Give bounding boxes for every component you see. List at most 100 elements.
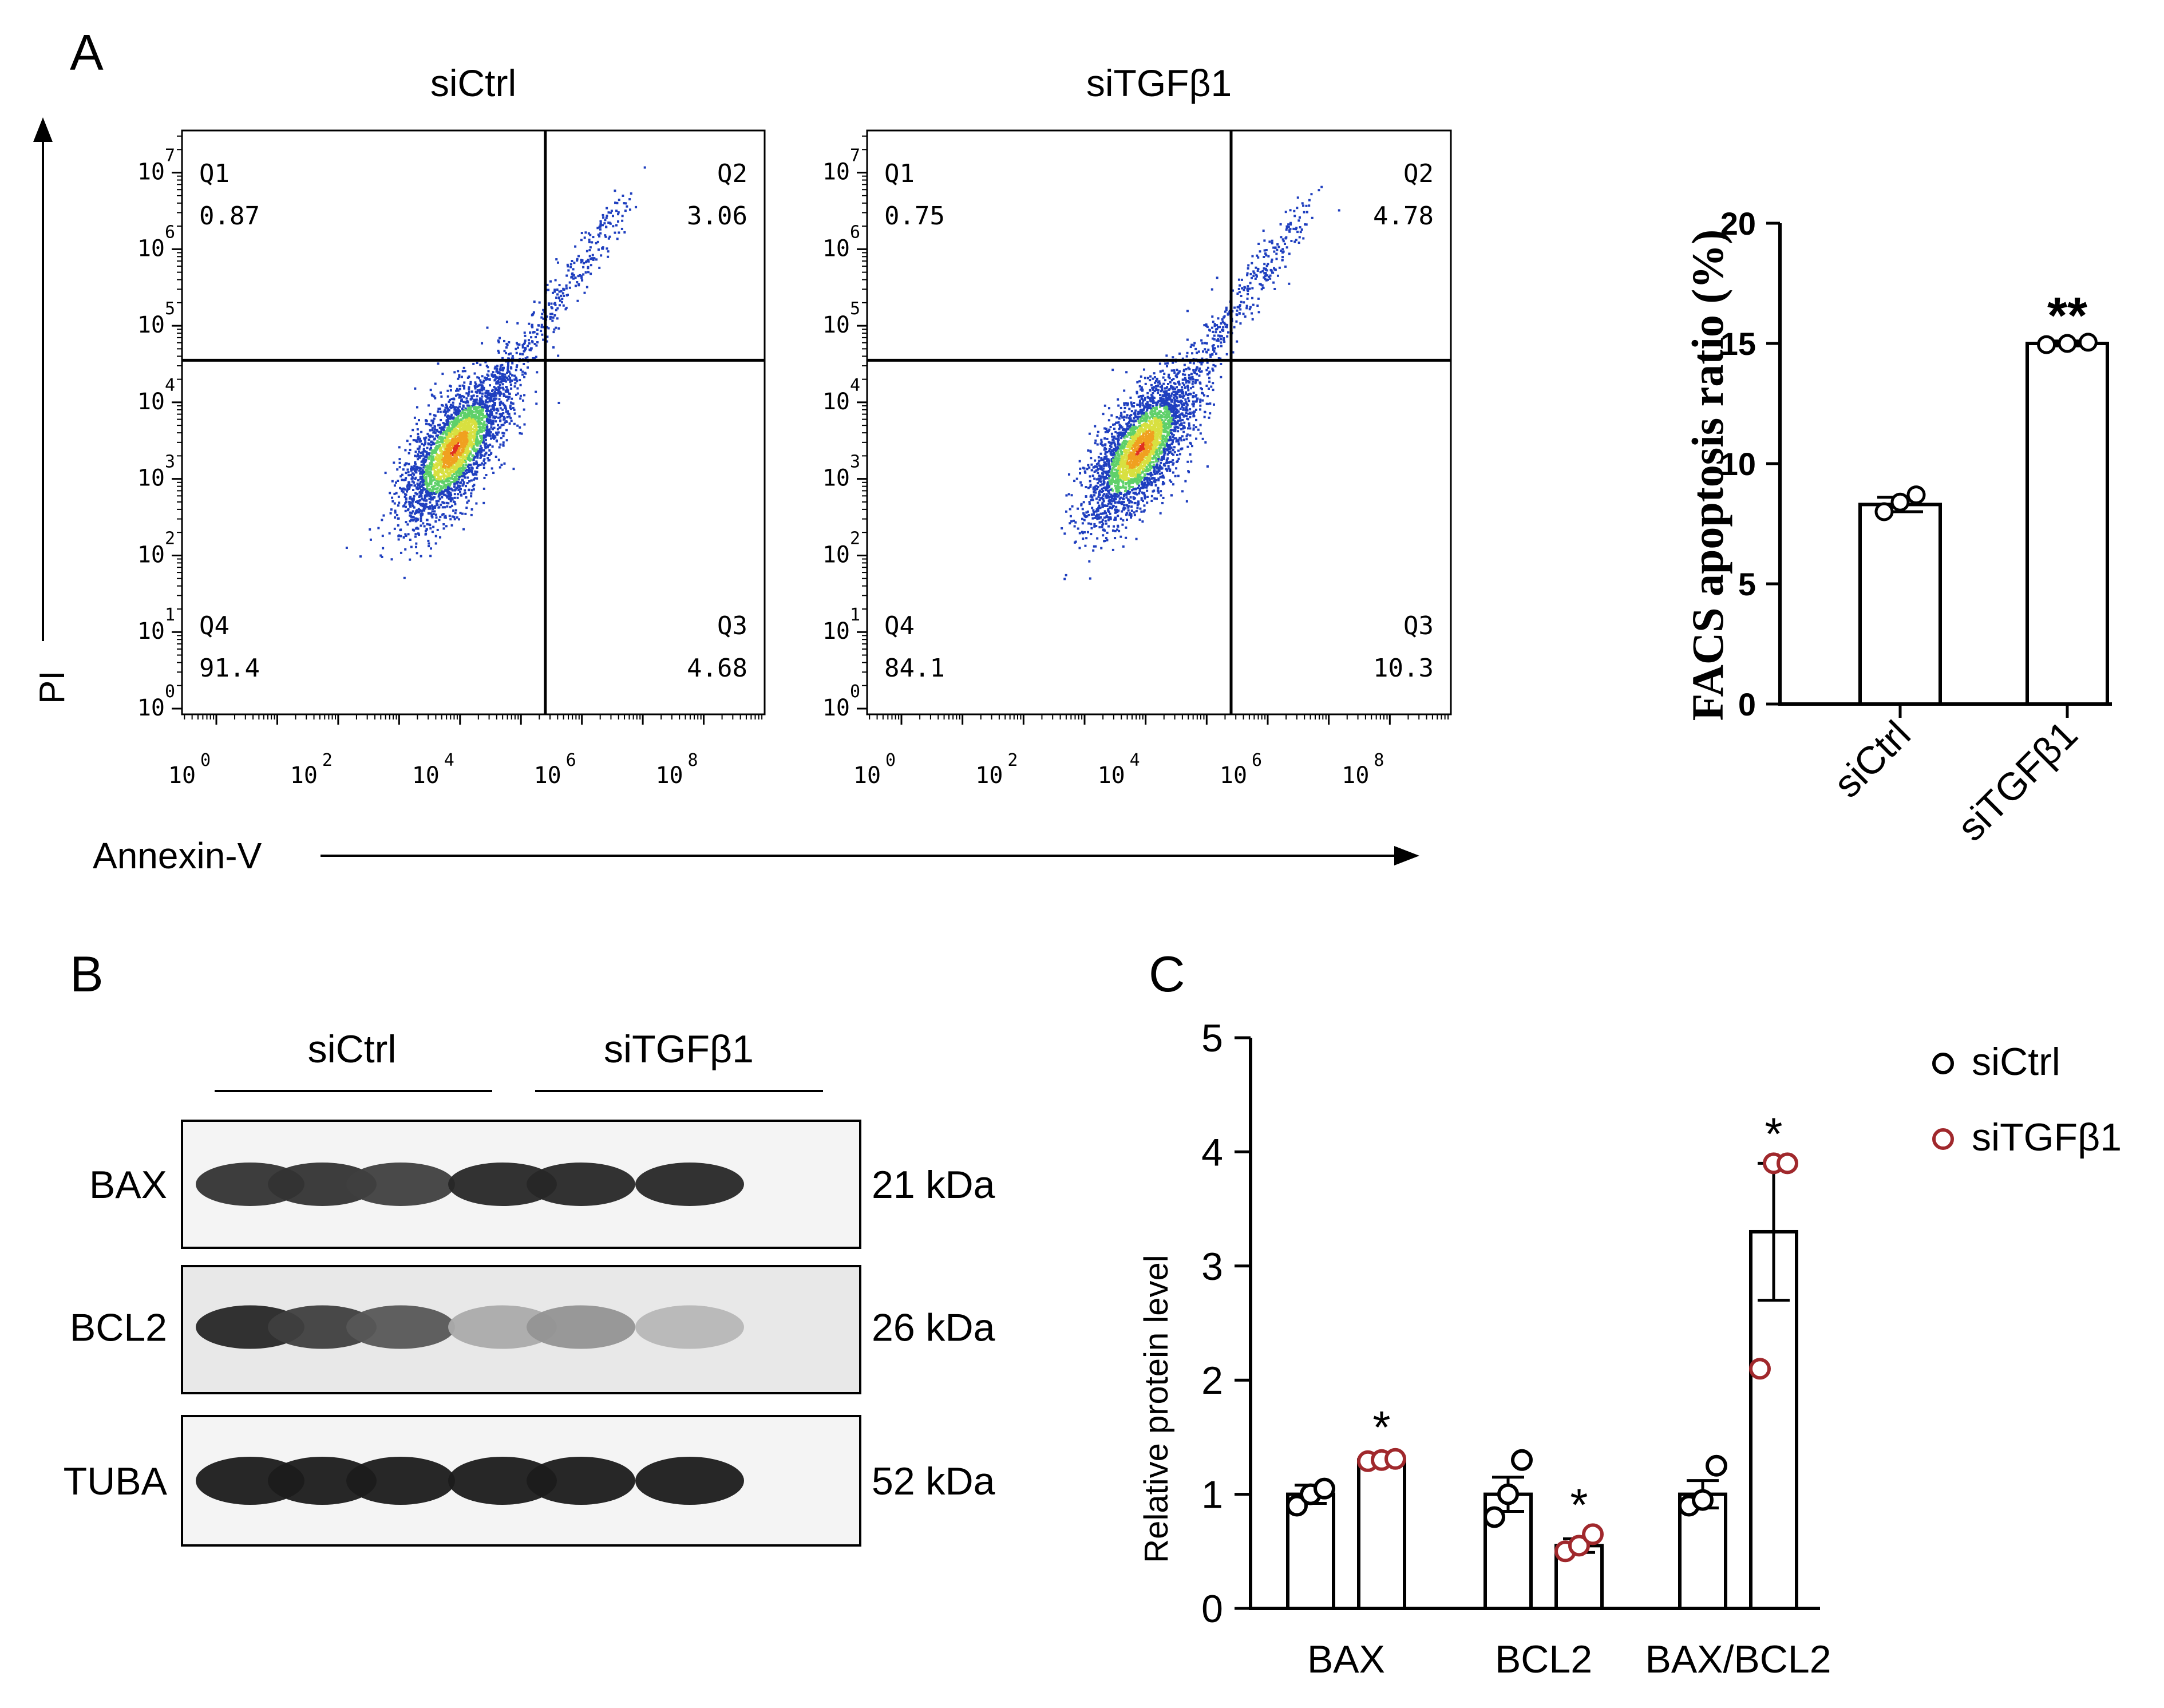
legend-marker (1932, 1128, 1954, 1150)
quadrant-value-q4: 91.4 (199, 654, 260, 683)
data-point (2078, 333, 2098, 352)
flow-plot-0: siCtrlQ10.87Q23.06Q34.68Q491.41001011021… (137, 62, 766, 789)
y-tick-base: 10 (822, 159, 850, 185)
western-band (635, 1305, 744, 1349)
y-tick-base: 10 (137, 618, 165, 645)
y-tick-base: 10 (137, 541, 165, 568)
western-band (635, 1457, 744, 1505)
flow-x-axis-label: Annexin-V (93, 835, 262, 876)
y-tick-base: 10 (822, 695, 850, 721)
flow-plot-frame (866, 129, 1452, 715)
relative-protein-bar-chart: 0 1 2 3 4 5 Relative protein level * BAX * BCL2 * BA… (1138, 1017, 2122, 1681)
quadrant-value-q1: 0.75 (884, 201, 945, 231)
data-point (1874, 502, 1894, 521)
quadrant-value-q3: 4.68 (687, 654, 747, 683)
y-tick-exponent: 4 (850, 375, 860, 396)
y-tick-base: 10 (137, 235, 165, 262)
western-row-bax: BAX 21 kDa (89, 1120, 995, 1249)
x-tick-base: 10 (412, 762, 440, 789)
legend-label: siCtrl (1972, 1040, 2060, 1084)
y-tick-label: 5 (1201, 1017, 1223, 1060)
x-tick-label: siTGFβ1 (1949, 713, 2086, 849)
bar-1 (2025, 342, 2109, 706)
data-point (1483, 1506, 1505, 1528)
flow-plot-title: siTGFβ1 (1086, 62, 1232, 104)
y-tick-base: 10 (137, 695, 165, 721)
x-tick-base: 10 (290, 762, 318, 789)
western-band (448, 1457, 557, 1505)
x-tick-base: 10 (1220, 762, 1247, 789)
western-group-label: siTGFβ1 (604, 1027, 754, 1071)
x-tick-exponent: 4 (1130, 750, 1140, 770)
y-tick-base: 10 (822, 389, 850, 415)
x-tick-base: 10 (655, 762, 683, 789)
x-tick-base: 10 (168, 762, 196, 789)
x-tick-base: 10 (1342, 762, 1369, 789)
quadrant-value-q2: 4.78 (1373, 201, 1434, 231)
panel-label-c: C (1149, 946, 1185, 1002)
y-tick-exponent: 0 (850, 682, 860, 702)
y-tick-base: 10 (137, 389, 165, 415)
flow-cytometry-plots: siCtrlQ10.87Q23.06Q34.68Q491.41001011021… (137, 62, 1452, 789)
quadrant-name-q4: Q4 (884, 611, 915, 640)
western-size-label: 52 kDa (872, 1460, 995, 1503)
western-blot: siCtrl siTGFβ1 BAX 21 kDa BCL2 26 kDa TUBA 52 k… (64, 1027, 995, 1547)
x-tick-exponent: 6 (1252, 750, 1262, 770)
data-point (1511, 1449, 1533, 1471)
legend-marker (1932, 1053, 1954, 1074)
quadrant-name-q3: Q3 (717, 611, 747, 640)
significance-marker: * (1372, 1402, 1390, 1453)
y-tick-label: 10 (1720, 446, 1756, 482)
y-tick-label: 3 (1201, 1245, 1223, 1288)
y-axis-label: Relative protein level (1138, 1255, 1175, 1563)
y-tick-exponent: 3 (165, 452, 175, 472)
western-band (635, 1163, 744, 1206)
significance-marker: * (1570, 1479, 1588, 1530)
x-tick-label: siCtrl (1825, 713, 1918, 806)
x-tick-exponent: 0 (885, 750, 896, 770)
quadrant-name-q2: Q2 (1403, 159, 1434, 188)
flow-scatter-dots (1061, 185, 1340, 580)
y-tick-label: 15 (1720, 326, 1756, 362)
y-tick-label: 20 (1720, 205, 1756, 242)
western-size-label: 26 kDa (872, 1306, 995, 1350)
y-tick-base: 10 (137, 465, 165, 492)
x-tick-base: 10 (534, 762, 561, 789)
x-tick-exponent: 8 (1374, 750, 1384, 770)
y-tick-exponent: 4 (165, 375, 175, 396)
flow-scatter-dots (345, 166, 646, 579)
y-tick-label: 0 (1738, 686, 1756, 722)
quadrant-value-q4: 84.1 (884, 654, 945, 683)
data-point (1314, 1477, 1335, 1500)
western-band (448, 1163, 557, 1206)
y-tick-base: 10 (822, 312, 850, 338)
y-tick-exponent: 7 (850, 146, 860, 166)
y-tick-exponent: 6 (165, 222, 175, 242)
y-tick-base: 10 (822, 618, 850, 645)
x-tick-exponent: 2 (322, 750, 333, 770)
data-point (1890, 492, 1910, 512)
quadrant-value-q2: 3.06 (687, 201, 747, 231)
data-point (1692, 1489, 1714, 1511)
y-tick-exponent: 3 (850, 452, 860, 472)
x-tick-exponent: 4 (444, 750, 454, 770)
quadrant-value-q3: 10.3 (1373, 654, 1434, 683)
data-point (1749, 1358, 1771, 1380)
y-tick-exponent: 1 (850, 605, 860, 625)
western-protein-label: BAX (89, 1163, 167, 1207)
y-tick-exponent: 1 (165, 605, 175, 625)
x-tick-exponent: 8 (688, 750, 698, 770)
legend-label: siTGFβ1 (1972, 1116, 2122, 1159)
data-point (1497, 1483, 1519, 1505)
quadrant-name-q3: Q3 (1403, 611, 1434, 640)
western-band (346, 1163, 455, 1206)
bar-0 (1858, 503, 1942, 706)
legend: siCtrl siTGFβ1 (1932, 1040, 2122, 1159)
western-band (346, 1457, 455, 1505)
data-point (1384, 1448, 1406, 1470)
quadrant-name-q2: Q2 (717, 159, 747, 188)
y-tick-base: 10 (137, 312, 165, 338)
x-tick-exponent: 0 (200, 750, 211, 770)
western-band (527, 1305, 635, 1349)
